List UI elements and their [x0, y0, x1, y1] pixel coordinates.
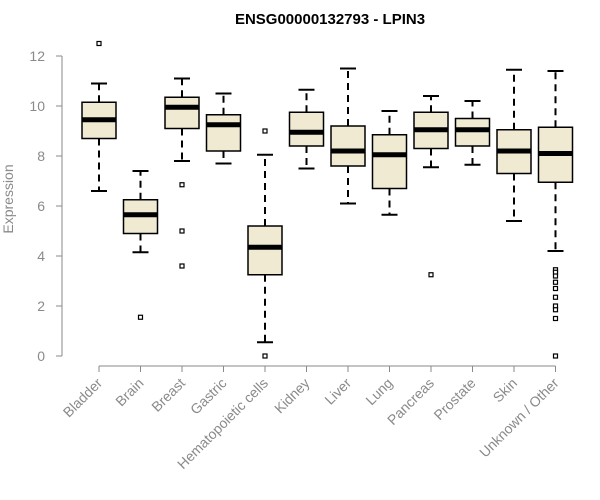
box-7 — [330, 67, 366, 205]
y-axis-label: Expression — [0, 164, 16, 233]
box-11 — [496, 68, 532, 222]
iqr-box — [371, 134, 408, 190]
x-tick-label: Unknown / Other — [476, 375, 562, 461]
outlier-point — [262, 353, 268, 359]
outlier-point — [552, 315, 559, 322]
box-4 — [205, 92, 242, 165]
y-tick-label: 4 — [37, 248, 45, 264]
x-tick-label: Kidney — [271, 375, 313, 417]
box-10 — [454, 100, 491, 166]
iqr-box — [205, 114, 242, 152]
iqr-box — [247, 225, 283, 276]
outlier-point — [428, 272, 434, 278]
outlier-point — [179, 263, 185, 269]
x-tick-label: Brain — [112, 375, 146, 409]
box-6 — [288, 88, 325, 170]
outlier-point — [262, 128, 268, 134]
iqr-box — [164, 96, 200, 130]
outlier-point — [552, 279, 559, 285]
box-9 — [413, 95, 449, 278]
outlier-point — [552, 273, 559, 279]
box-3 — [164, 77, 200, 269]
y-axis: 0 2 4 6 8 10 12 — [29, 48, 63, 364]
box-5 — [247, 128, 283, 359]
x-tick-label: Breast — [148, 375, 188, 415]
y-tick-label: 8 — [37, 148, 45, 164]
x-tick-label: Lung — [362, 375, 395, 408]
x-tick-label: Bladder — [60, 375, 106, 421]
iqr-box — [288, 111, 325, 147]
outlier-point — [96, 40, 102, 47]
x-tick-label: Prostate — [430, 375, 478, 423]
outlier-point — [179, 228, 185, 234]
x-tick-label: Skin — [490, 375, 521, 406]
y-tick-label: 12 — [29, 48, 45, 64]
x-tick-label: Liver — [321, 375, 354, 408]
outlier-point — [179, 182, 185, 188]
y-tick-label: 2 — [37, 298, 45, 314]
outlier-point — [552, 285, 559, 292]
y-tick-label: 0 — [37, 348, 45, 364]
boxes-group — [81, 40, 574, 359]
box-12 — [537, 70, 574, 359]
outlier-point — [552, 307, 559, 313]
outlier-point — [137, 314, 144, 320]
box-2 — [122, 170, 159, 320]
iqr-box — [330, 125, 366, 167]
y-tick-label: 10 — [29, 98, 45, 114]
chart-title: ENSG00000132793 - LPIN3 — [235, 11, 425, 28]
outlier-point — [552, 294, 559, 300]
box-1 — [81, 40, 117, 192]
y-tick-label: 6 — [37, 198, 45, 214]
box-8 — [371, 110, 408, 216]
outlier-point — [552, 353, 559, 359]
